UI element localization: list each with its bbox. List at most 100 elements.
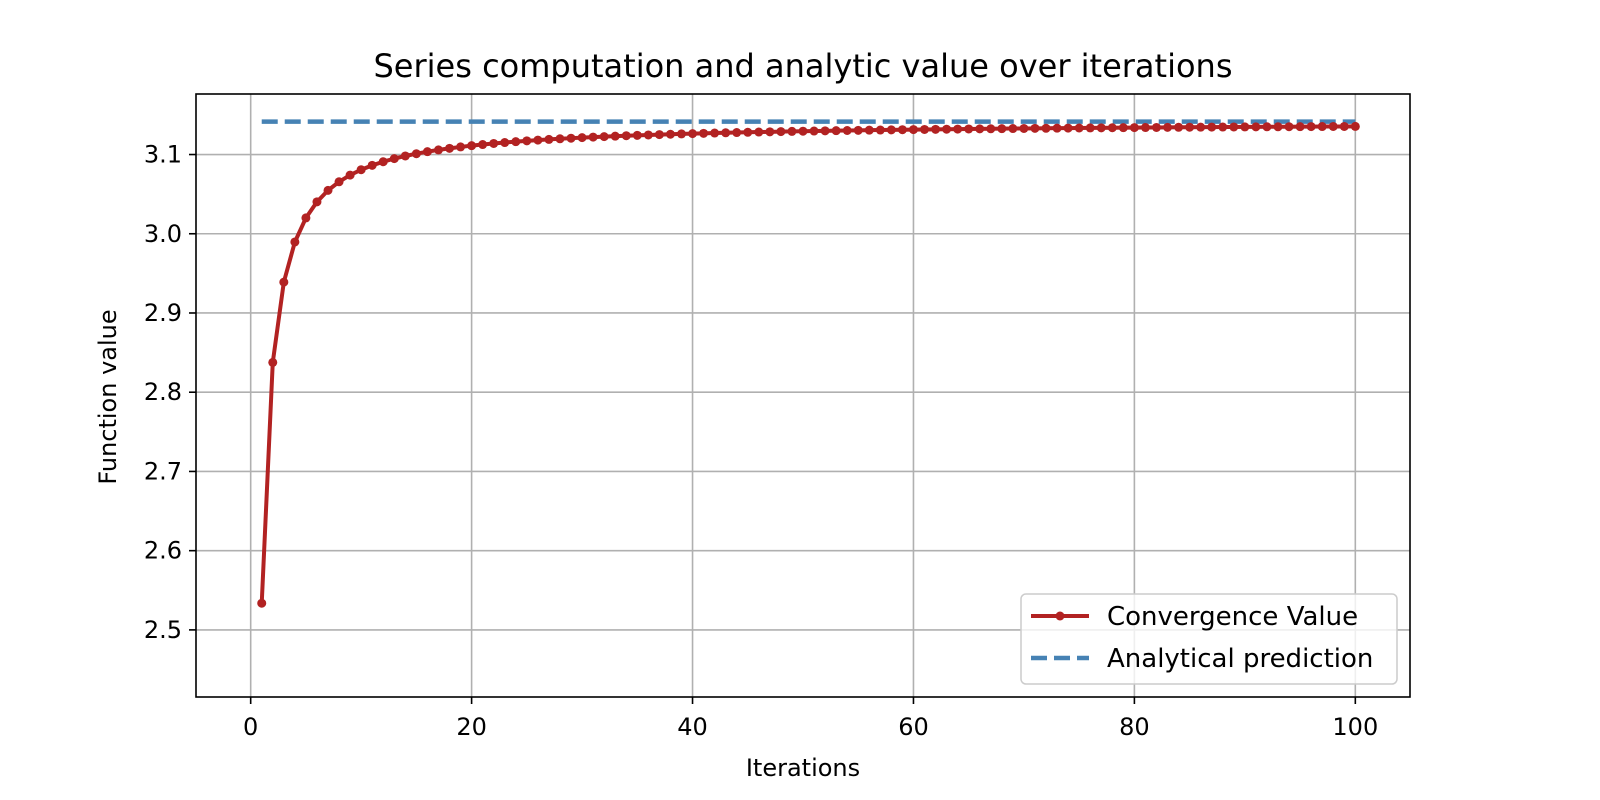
convergence-point [433, 145, 443, 155]
convergence-point [897, 125, 907, 135]
convergence-point [566, 133, 576, 143]
convergence-point [456, 142, 466, 152]
x-axis-label: Iterations [746, 754, 860, 782]
convergence-point [809, 126, 819, 136]
convergence-point [632, 130, 642, 140]
convergence-point [588, 132, 598, 142]
convergence-point [1306, 122, 1316, 132]
convergence-point [312, 197, 322, 207]
convergence-point [798, 126, 808, 136]
x-axis: 0 20 40 60 80 100 [243, 697, 1378, 741]
convergence-point [820, 126, 830, 136]
convergence-point [301, 213, 311, 223]
convergence-point [721, 128, 731, 138]
convergence-point [389, 154, 399, 164]
convergence-point [986, 124, 996, 134]
convergence-point [1196, 122, 1206, 132]
convergence-point [522, 136, 532, 146]
convergence-point [1096, 123, 1106, 133]
convergence-point [367, 160, 377, 170]
convergence-point [1295, 122, 1305, 132]
convergence-point [1163, 122, 1173, 132]
convergence-point [931, 124, 941, 134]
convergence-point [1185, 122, 1195, 132]
y-tick-label: 3.1 [144, 141, 182, 169]
convergence-point [787, 126, 797, 136]
convergence-point [997, 124, 1007, 134]
convergence-point [710, 128, 720, 138]
convergence-point [743, 127, 753, 137]
convergence-point [1262, 122, 1272, 132]
convergence-point [356, 165, 366, 175]
legend-marker-convergence [1055, 611, 1065, 621]
y-axis: 2.5 2.6 2.7 2.8 2.9 3.0 3.1 [144, 141, 196, 644]
convergence-point [908, 125, 918, 135]
convergence-point [621, 131, 631, 141]
convergence-point [776, 127, 786, 137]
convergence-point [643, 130, 653, 140]
convergence-point [500, 138, 510, 148]
convergence-point [864, 125, 874, 135]
convergence-point [610, 131, 620, 141]
convergence-point [1174, 122, 1184, 132]
convergence-point [467, 141, 477, 151]
convergence-point [886, 125, 896, 135]
convergence-point [1052, 123, 1062, 133]
x-tick-label: 100 [1332, 713, 1378, 741]
convergence-point [732, 128, 742, 138]
series-convergence-line [259, 124, 1356, 604]
convergence-point [1074, 123, 1084, 133]
convergence-point [875, 125, 885, 135]
convergence-point [478, 140, 488, 150]
convergence-point [489, 138, 499, 148]
convergence-point [842, 126, 852, 135]
convergence-point [1118, 123, 1128, 133]
convergence-point [334, 177, 344, 187]
convergence-point [1350, 121, 1360, 131]
convergence-point [964, 124, 974, 134]
y-tick-label: 2.9 [144, 299, 182, 327]
convergence-point [400, 151, 410, 161]
convergence-point [268, 357, 278, 367]
y-tick-label: 2.8 [144, 378, 182, 406]
convergence-point [533, 135, 543, 145]
convergence-point [1151, 122, 1161, 132]
convergence-point [1030, 123, 1040, 133]
convergence-point [1008, 124, 1018, 134]
legend-label-analytical: Analytical prediction [1107, 644, 1373, 674]
x-tick-label: 40 [677, 713, 708, 741]
legend: Convergence Value Analytical prediction [1020, 593, 1398, 685]
convergence-point [754, 127, 764, 137]
convergence-point [577, 133, 587, 143]
convergence-point [1273, 122, 1283, 132]
convergence-point [511, 137, 521, 147]
y-tick-label: 2.7 [144, 457, 182, 485]
convergence-point [1240, 122, 1250, 132]
convergence-point [1085, 123, 1095, 133]
convergence-point [1063, 123, 1073, 133]
x-tick-label: 20 [456, 713, 487, 741]
convergence-point [654, 130, 664, 140]
convergence-point [676, 129, 686, 139]
convergence-point [1107, 123, 1117, 133]
convergence-point [1339, 121, 1349, 131]
convergence-point [1284, 122, 1294, 132]
axes-frame [195, 93, 1411, 698]
y-axis-label: Function value [94, 309, 122, 484]
chart-title: Series computation and analytic value ov… [373, 47, 1232, 85]
convergence-point [257, 598, 267, 608]
convergence-point [411, 149, 421, 159]
convergence-point [665, 129, 675, 139]
legend-label-convergence: Convergence Value [1107, 602, 1358, 632]
x-tick-label: 60 [898, 713, 929, 741]
convergence-point [290, 237, 300, 247]
convergence-point [765, 127, 775, 137]
legend-box [1020, 593, 1398, 685]
convergence-point [345, 170, 355, 180]
y-tick-label: 2.6 [144, 537, 182, 565]
convergence-point [942, 124, 952, 134]
convergence-point [323, 185, 333, 195]
y-tick-label: 3.0 [144, 220, 182, 248]
convergence-point [953, 124, 963, 134]
